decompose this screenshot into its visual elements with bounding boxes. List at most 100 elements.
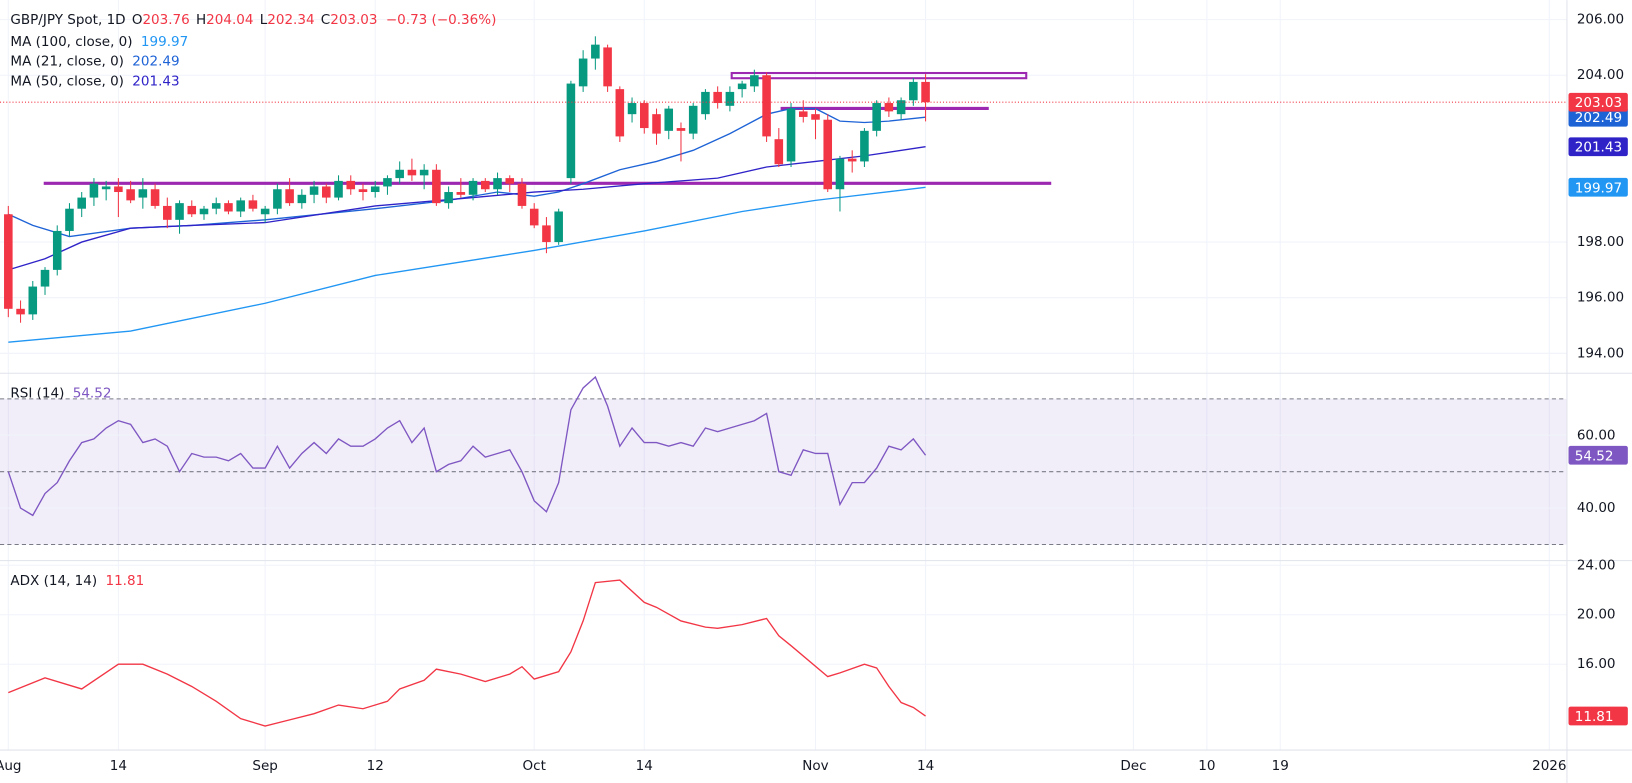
candle-body — [138, 189, 148, 198]
candle-body — [187, 205, 197, 215]
candle-body — [578, 58, 588, 87]
candle-body — [725, 91, 735, 106]
candle-body — [40, 269, 50, 287]
candle-body — [493, 178, 502, 190]
indicator-value-label: 54.52 — [1575, 448, 1614, 464]
ohlc-label: O — [132, 12, 143, 28]
candle-body — [481, 180, 490, 190]
candle-body — [4, 214, 13, 309]
candle-body — [701, 91, 710, 115]
candle-body — [774, 139, 784, 165]
plot-area — [0, 36, 1567, 727]
y-tick-label: 40.00 — [1577, 500, 1616, 516]
candle-body — [591, 44, 600, 59]
indicator-line — [8, 579, 926, 727]
ma-price-label: 202.49 — [1575, 110, 1622, 126]
candle-body — [798, 111, 808, 117]
legend-name: MA (21, close, 0) — [10, 54, 124, 70]
x-tick-label: Sep — [252, 758, 277, 774]
y-tick-label: 16.00 — [1577, 656, 1616, 672]
ma-price-label-bg — [1568, 137, 1628, 157]
y-tick-label: 194.00 — [1577, 345, 1624, 361]
candle-body — [627, 103, 637, 115]
legend-entry: MA (21, close, 0) 202.49 — [10, 54, 179, 70]
y-tick-label: 204.00 — [1577, 67, 1624, 83]
ma-price-label: 199.97 — [1575, 180, 1622, 196]
indicator-value-label-bg — [1568, 706, 1628, 726]
candle-body — [896, 100, 906, 115]
candle-body — [101, 186, 111, 190]
x-tick-label: Dec — [1120, 758, 1146, 774]
candle-body — [126, 189, 135, 201]
ma-price-label: 201.43 — [1575, 140, 1622, 156]
candle-body — [309, 186, 319, 195]
candle-body — [652, 114, 661, 134]
candle-body — [603, 47, 612, 87]
indicator-value: 11.81 — [105, 573, 144, 589]
indicator-value: 54.52 — [73, 386, 112, 402]
indicator-value-label-bg — [1568, 445, 1628, 465]
candle-body — [554, 211, 563, 243]
ohlc-label: C — [321, 12, 330, 28]
candle-body — [542, 225, 551, 243]
resistance-zone — [730, 71, 1028, 80]
candle-body — [224, 203, 233, 212]
indicator-value-label: 11.81 — [1575, 709, 1614, 725]
candle-body — [847, 158, 857, 162]
y-tick-label: 196.00 — [1577, 290, 1624, 306]
candle-body — [432, 169, 441, 204]
candle-body — [615, 89, 625, 137]
ohlc-value: 203.76 — [142, 12, 189, 28]
candle-body — [65, 208, 74, 231]
rsi-title: RSI (14) 54.52 — [10, 386, 111, 402]
candle-body — [395, 169, 404, 179]
candle-body — [346, 180, 356, 190]
y-tick-label: 60.00 — [1577, 427, 1616, 443]
candle-body — [334, 180, 343, 198]
candle-body — [28, 286, 38, 315]
legend-entry: MA (100, close, 0) 199.97 — [10, 34, 188, 50]
candle-body — [823, 119, 833, 190]
indicator-name: ADX (14, 14) — [10, 573, 97, 589]
candle-body — [468, 180, 478, 195]
ohlc-label: L — [260, 12, 268, 28]
candle-body — [872, 103, 881, 131]
candle-body — [383, 178, 392, 187]
last-price-label-bg — [1568, 92, 1628, 112]
candle-body — [248, 200, 258, 209]
candle-body — [688, 105, 698, 134]
candle-body — [737, 83, 747, 90]
indicator-name: RSI (14) — [10, 386, 64, 402]
candle-body — [762, 75, 771, 137]
x-tick-label: 12 — [367, 758, 384, 774]
x-tick-label: Nov — [802, 758, 828, 774]
legend-name: MA (100, close, 0) — [10, 34, 132, 50]
candle-body — [676, 128, 686, 131]
legend-value: 199.97 — [141, 34, 188, 50]
adx-title: ADX (14, 14) 11.81 — [10, 573, 144, 589]
candle-body — [175, 203, 184, 220]
candle-body — [517, 183, 527, 206]
x-tick-label: 14 — [636, 758, 653, 774]
candle-body — [199, 208, 209, 215]
candle-body — [236, 200, 245, 212]
legend-name: MA (50, close, 0) — [10, 73, 124, 89]
candle-body — [150, 189, 160, 206]
candle-body — [456, 192, 466, 195]
candle-body — [211, 203, 221, 209]
candle-body — [750, 75, 759, 87]
candle-body — [297, 194, 307, 204]
ohlc-value: 204.04 — [206, 12, 253, 28]
candle-body — [921, 81, 930, 103]
candle-body — [640, 103, 649, 129]
indicator-line — [7, 375, 927, 517]
last-price-label: 203.03 — [1575, 95, 1622, 111]
grid — [0, 0, 1567, 750]
y-tick-label: 198.00 — [1577, 234, 1624, 250]
legend-value: 201.43 — [132, 73, 179, 89]
x-tick-label: Aug — [0, 758, 22, 774]
x-tick-label: 10 — [1198, 758, 1215, 774]
candle-body — [835, 158, 845, 190]
candle-body — [786, 108, 796, 162]
